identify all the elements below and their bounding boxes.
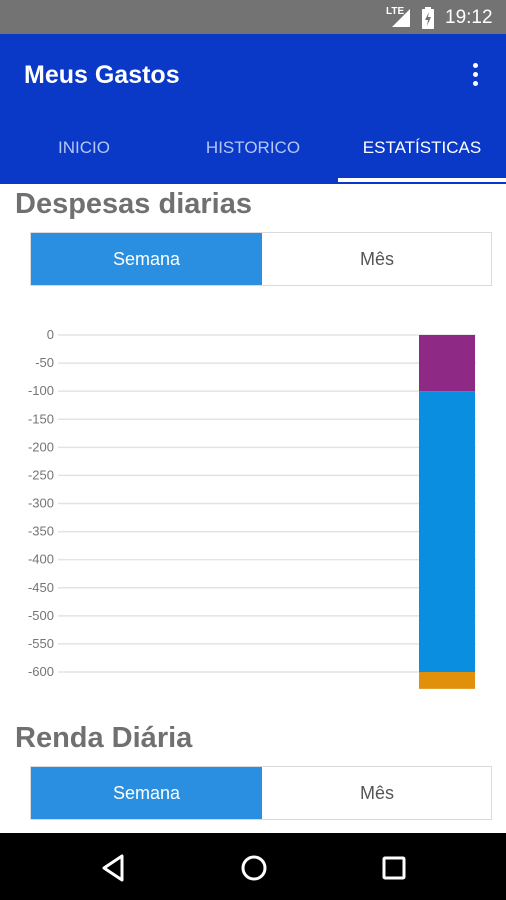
- y-tick-label: -250: [28, 467, 54, 482]
- y-tick-label: -600: [28, 664, 54, 679]
- y-tick-label: -500: [28, 608, 54, 623]
- system-nav-bar: [0, 833, 506, 900]
- recents-icon[interactable]: [377, 851, 411, 885]
- chart-y-axis: 0 -50 -100 -150 -200 -250 -300 -350 -400 -450 -500…: [28, 327, 54, 679]
- chart-bars: [419, 335, 475, 689]
- renda-month-button[interactable]: Mês: [359, 783, 394, 803]
- despesas-chart: 0 -50 -100 -150 -200 -250 -300 -350 -400 -450 -500…: [28, 327, 476, 689]
- y-tick-label: -150: [28, 411, 54, 426]
- despesas-period-toggle: Semana Mês: [30, 232, 492, 286]
- despesas-month-button[interactable]: Mês: [359, 249, 394, 269]
- renda-title: Renda Diária: [15, 722, 193, 754]
- overflow-menu-icon[interactable]: [462, 60, 490, 90]
- despesas-title: Despesas diarias: [15, 188, 252, 220]
- app-title: Meus Gastos: [24, 61, 180, 89]
- renda-period-toggle: Semana Mês: [30, 766, 492, 820]
- bar-segment-1: [419, 335, 475, 392]
- tab-inicio[interactable]: INICIO: [58, 138, 110, 157]
- home-icon[interactable]: [237, 851, 271, 885]
- tab-historico[interactable]: HISTORICO: [205, 138, 301, 157]
- signal-icon: [392, 9, 410, 27]
- y-tick-label: -400: [28, 552, 54, 567]
- bar-segment-2: [419, 391, 475, 672]
- y-tick-label: -50: [35, 355, 54, 370]
- clock: 19:12: [445, 7, 493, 28]
- bar-segment-3: [419, 672, 475, 689]
- y-tick-label: 0: [47, 327, 54, 342]
- tab-bar: INICIO HISTORICO ESTATÍSTICAS: [0, 116, 506, 184]
- chart-grid: [58, 334, 476, 673]
- battery-charging-icon: [422, 7, 434, 29]
- tab-indicator: [338, 178, 506, 182]
- y-tick-label: -350: [28, 524, 54, 539]
- tab-estatisticas[interactable]: ESTATÍSTICAS: [362, 138, 482, 157]
- status-bar: LTE 19:12: [0, 0, 506, 34]
- app-bar: Meus Gastos: [0, 34, 506, 116]
- y-tick-label: -450: [28, 580, 54, 595]
- y-tick-label: -550: [28, 636, 54, 651]
- despesas-week-button[interactable]: Semana: [31, 233, 262, 285]
- network-type: LTE: [386, 6, 405, 17]
- y-tick-label: -200: [28, 439, 54, 454]
- y-tick-label: -100: [28, 383, 54, 398]
- renda-week-button[interactable]: Semana: [31, 767, 262, 819]
- y-tick-label: -300: [28, 496, 54, 511]
- back-icon[interactable]: [97, 851, 131, 885]
